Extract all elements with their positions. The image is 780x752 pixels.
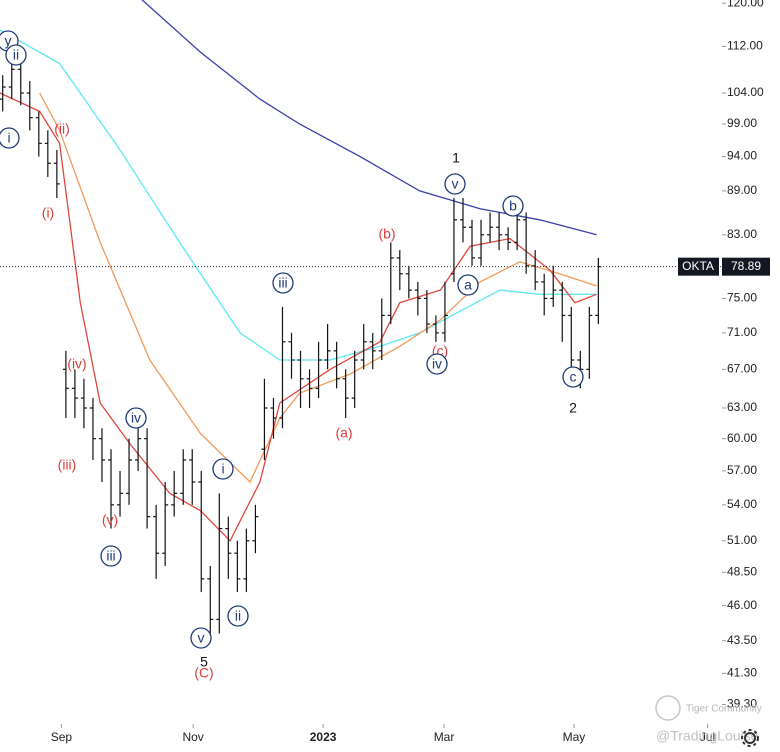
y-tick-label: 104.00: [727, 85, 764, 99]
wave-label: (i): [42, 205, 54, 221]
wave-label: b: [509, 198, 517, 214]
wave-circle: [444, 173, 466, 195]
wave-label: (b): [378, 226, 395, 242]
wave-circle: [190, 627, 212, 649]
wave-label: v: [198, 630, 205, 646]
wave-circle: [562, 366, 584, 388]
wave-label: (iii): [58, 457, 77, 473]
y-tick-label: 83.00: [727, 227, 757, 241]
wave-circle: [125, 407, 147, 429]
wave-circle: [100, 545, 122, 567]
settings-icon[interactable]: [741, 729, 759, 747]
watermark-author: @TradingLouise: [656, 728, 759, 744]
gear-teeth[interactable]: [741, 729, 759, 747]
y-tick-label: 39.30: [727, 697, 757, 711]
y-tick-label: 94.00: [727, 149, 757, 163]
y-tick-label: 46.00: [727, 598, 757, 612]
ticker-box: [678, 257, 719, 276]
wave-label: iii: [106, 548, 115, 564]
wave-label: y: [5, 33, 12, 49]
y-tick-label: 41.30: [727, 665, 757, 679]
x-tick-label: Sep: [51, 730, 73, 744]
y-tick-label: 51.00: [727, 533, 757, 547]
y-tick-label: 67.00: [727, 361, 757, 375]
wave-label: (v): [102, 512, 118, 528]
x-tick-label: Mar: [434, 730, 455, 744]
y-tick-label: 89.00: [727, 183, 757, 197]
wave-label: c: [570, 369, 577, 385]
axes: 120.00 112.00 104.00 99.00 94.00 89.00 83.00 75…: [51, 0, 770, 744]
y-tick-label: 71.00: [727, 325, 757, 339]
wave-label: i: [221, 461, 224, 477]
wave-label: iv: [432, 356, 442, 372]
y-tick-label: 63.00: [727, 400, 757, 414]
y-tick-label: 48.50: [727, 565, 757, 579]
moving-average: [0, 29, 597, 361]
moving-average: [141, 0, 597, 236]
y-tick-label: 120.00: [727, 0, 764, 9]
last-price-box: [722, 257, 770, 276]
wave-label: ii: [13, 47, 19, 63]
y-tick-label: 112.00: [727, 39, 763, 53]
x-tick-label: Nov: [182, 730, 203, 744]
watermark-brand: Tiger Community: [686, 704, 762, 715]
y-tick-label: 75.00: [727, 291, 757, 305]
wave-label: a: [464, 277, 472, 293]
wave-label: (ii): [54, 121, 70, 137]
x-tick-label: 2023: [310, 730, 337, 744]
ticker: OKTA: [682, 259, 714, 273]
wave-label: (a): [335, 425, 352, 441]
wave-label: iii: [278, 275, 287, 291]
wave-label: v: [452, 176, 459, 192]
watermark: Tiger Community @TradingLouise: [655, 695, 762, 744]
wave-label: 5: [200, 654, 208, 670]
x-tick-label: Jul: [700, 730, 715, 744]
wave-label: 2: [569, 400, 577, 416]
wave-label: (iv): [67, 356, 86, 372]
watermark-logo: [655, 695, 681, 721]
wave-label: ii: [235, 608, 241, 624]
wave-circle: [457, 274, 479, 296]
wave-label: i: [7, 130, 10, 146]
x-tick-label: May: [563, 730, 586, 744]
moving-average: [0, 92, 597, 542]
wave-circle: [272, 272, 294, 294]
wave-label: iv: [131, 410, 141, 426]
wave-circle: [5, 44, 27, 66]
wave-label: (C): [194, 665, 213, 681]
wave-circle: [0, 127, 20, 149]
plot-area: [0, 0, 722, 634]
last-price: 78.89: [731, 259, 761, 273]
gear[interactable]: [744, 732, 756, 744]
y-tick-label: 99.00: [727, 116, 757, 130]
wave-circle: [502, 195, 524, 217]
y-tick-label: 54.00: [727, 497, 757, 511]
y-tick-label: 43.50: [727, 633, 757, 647]
moving-average: [39, 92, 597, 484]
wave-circle: [227, 605, 249, 627]
y-tick-label: 60.00: [727, 431, 757, 445]
wave-circle: [426, 353, 448, 375]
wave-label: 1: [452, 150, 460, 166]
wave-circle: [212, 458, 234, 480]
y-tick-label: 57.00: [727, 463, 757, 477]
